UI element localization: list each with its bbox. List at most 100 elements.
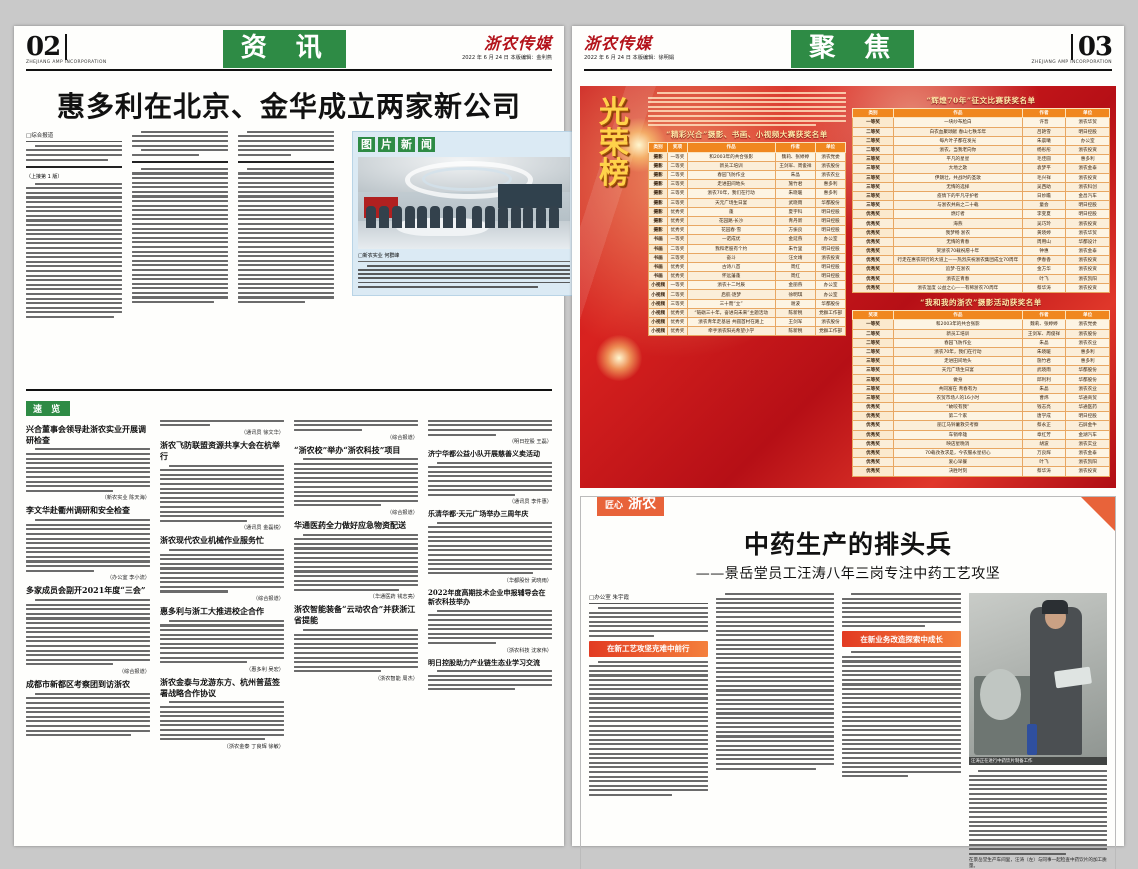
- cell-value: 浙农农业: [1065, 337, 1110, 348]
- cell-category: 三等奖: [851, 181, 895, 192]
- table-row: 二等奖 白衣血聚颂献 春山七秩华年 吕艳雪 明日控股: [851, 126, 1110, 137]
- brief-credit: （惠多利 吴宏）: [246, 666, 284, 673]
- cell-category: 优秀奖: [851, 420, 895, 431]
- cell-value: 浙农金泰: [1065, 163, 1110, 174]
- cell-category: 二等奖: [851, 346, 895, 358]
- brief-credit: （通讯员 李件惠）: [508, 499, 552, 506]
- cell-category: 书画: [647, 261, 669, 273]
- col-header: 作品: [893, 309, 1023, 321]
- cell-category: 二等奖: [851, 328, 895, 339]
- body-column-3: [238, 130, 334, 306]
- cell-value: 浙农十二时辰: [686, 280, 776, 291]
- table-header-row: 奖项 作品 作者 单位: [851, 309, 1110, 321]
- brief-credit: （通讯员 金磊锐）: [240, 525, 284, 532]
- cell-value: 周用山: [1021, 236, 1067, 248]
- briefs-grid: 兴合董事会领导赴浙农实业开展调研检查 （新农实业 陈天海） 李文华赴衢州调研和安…: [26, 419, 552, 869]
- cell-value: 新员工培训: [686, 160, 776, 172]
- photo-caption-byline: □新农实业 何群峰: [358, 252, 570, 262]
- cell-value: 浙农股份: [815, 316, 846, 328]
- cell-value: 黄晓婷: [1021, 227, 1067, 238]
- cell-value: 新员工培训: [893, 328, 1023, 339]
- cell-value: 和2003年的共合张影: [686, 151, 776, 162]
- craft-tag-brand: 浙农: [628, 496, 657, 512]
- cell-value: 朱晓暖: [1021, 346, 1067, 358]
- cell-category: 书画: [647, 243, 669, 254]
- folio-subtitle-right: ZHEJIANG AMP INCORPORATION: [1031, 60, 1112, 65]
- cell-value: 华都设计: [1065, 236, 1110, 248]
- cell-value: 浙农投资: [1065, 144, 1110, 156]
- cell-value: 浙农凯阳: [1065, 457, 1110, 468]
- cell-category: 小视频: [647, 316, 669, 328]
- cell-value: 浙农投资: [1065, 466, 1110, 477]
- cell-category: 优秀奖: [851, 429, 895, 440]
- cell-value: 和2003年的共合张影: [893, 319, 1023, 330]
- cell-value: 杨彤彤: [1021, 144, 1067, 156]
- cell-value: 伊春香: [1021, 255, 1067, 266]
- brief-title: 浙农智能装备“云动农合”并获浙江省提能: [294, 604, 416, 626]
- table-row: 三等奖 走进田间地头 施竹君 惠多利: [851, 356, 1110, 367]
- cell-category: 三等奖: [851, 200, 895, 211]
- table-row: 二等奖 春园飞防作业 朱晶 浙农农业: [851, 337, 1110, 348]
- cell-value: 春园飞防作业: [686, 169, 776, 181]
- table-row: 摄影 优秀奖 花园路·长沙 青丹新 明日控股: [647, 215, 846, 227]
- cell-value: 无悔的选择: [893, 181, 1023, 192]
- cell-category: 三等奖: [851, 172, 895, 183]
- cell-value: 做身: [893, 374, 1023, 385]
- brief-credit: （浙农科技 沈家伟）: [503, 647, 552, 654]
- col-header: 作品: [893, 107, 1023, 119]
- craft-title: 中药生产的排头兵: [743, 530, 952, 559]
- table-row: 优秀奖 贺浙农70载祝愿十年 钟惠 浙农金泰: [851, 245, 1110, 257]
- cell-value: 金方华: [1021, 264, 1067, 275]
- cell-category: 小视频: [647, 289, 669, 300]
- cell-value: 唐学成: [1021, 411, 1067, 422]
- photo-news-image: [358, 156, 570, 249]
- cell-value: 金昌汽车: [1065, 190, 1110, 202]
- brief-credit: （综合报道）: [252, 596, 284, 603]
- cell-value: 三等奖: [667, 188, 688, 199]
- table-row: 摄影 优秀奖 花园春·雪 方振良 明日控股: [647, 225, 846, 236]
- table-row: 优秀奖 车销牵雄 章红芳 金湖汽车: [851, 429, 1110, 440]
- left-page: 02 ZHEJIANG AMP INCORPORATION 资 讯 浙农传媒 2…: [14, 26, 576, 846]
- table-row: 优秀奖 “故咬有我” 钱志亮 华通医药: [851, 401, 1110, 413]
- cell-value: 浙农股份: [1065, 328, 1110, 339]
- cell-value: 浙农农业: [815, 169, 846, 181]
- table-row: 二等奖 每片叶子都在发光 朱晨曦 办公室: [851, 135, 1110, 146]
- table-row: 优秀奖 无悔的青春 周用山 华都设计: [851, 236, 1110, 248]
- cell-value: 日妙瞻: [1021, 190, 1067, 202]
- cell-value: 胡波: [1021, 438, 1067, 449]
- table-row: 一等奖 一块纱布脸白 许晋 浙农华贸: [851, 117, 1110, 128]
- cell-value: 金延燕: [774, 234, 817, 245]
- cell-value: 天元广场生日宴: [893, 365, 1023, 376]
- body-column-2: [132, 130, 228, 306]
- brand-logo-left: 浙农传媒: [483, 34, 552, 53]
- cell-value: 华都股份: [815, 197, 846, 208]
- photo-news-box: 图 片 新 闻 □新农实业 何群峰: [352, 130, 576, 296]
- cell-value: 武晓雨: [774, 197, 817, 208]
- table-row: 三等奖 平凡的星星 毛佳圆 惠多利: [851, 154, 1110, 165]
- cell-value: 浙农党委: [1065, 319, 1110, 330]
- cell-value: 贺浙农70载祝愿十年: [893, 245, 1023, 257]
- cell-value: 徐明琪: [774, 289, 817, 300]
- section-badge-right: 聚 焦: [791, 30, 915, 68]
- cell-value: 启航·逐梦: [686, 289, 776, 300]
- table-row: 摄影 三等奖 天元广场生日宴 武晓雨 华都股份: [647, 197, 846, 208]
- cell-value: 华都股份: [815, 298, 846, 309]
- cell-value: 70载孜孜求是，今农服永星初心: [893, 447, 1023, 459]
- brief-title: 李文华赴衢州调研和安全检查: [26, 505, 130, 516]
- cell-value: 丽江马铃薯救灾考察: [893, 420, 1023, 431]
- cell-value: 天元广场生日宴: [686, 197, 776, 208]
- cell-category: 书画: [647, 252, 669, 263]
- cell-value: 浙农正青春: [893, 273, 1023, 284]
- table-row: 三等奖 共同富在 青春有为 朱晶 浙农农业: [851, 383, 1110, 394]
- cell-category: 三等奖: [851, 190, 895, 202]
- col-header: 作者: [1021, 309, 1067, 321]
- table-row: 二等奖 浙农，当我老向你 杨彤彤 浙农投资: [851, 144, 1110, 156]
- lead-byline: □综合报道: [26, 131, 122, 142]
- left-section-rule: [26, 388, 552, 391]
- brief-title: 明日控股助力产业链生态业学习交流: [428, 657, 540, 667]
- cell-value: 映店星晚消: [893, 438, 1023, 449]
- briefs-column-4: （明日控股 王磊） 济宁华都公益小队开展慈善义卖活动 （通讯员 李件惠） 乐清华…: [428, 419, 552, 693]
- cell-value: 一等奖: [667, 234, 688, 245]
- cell-category: 一等奖: [851, 117, 895, 128]
- cell-value: 朱晶: [774, 169, 817, 181]
